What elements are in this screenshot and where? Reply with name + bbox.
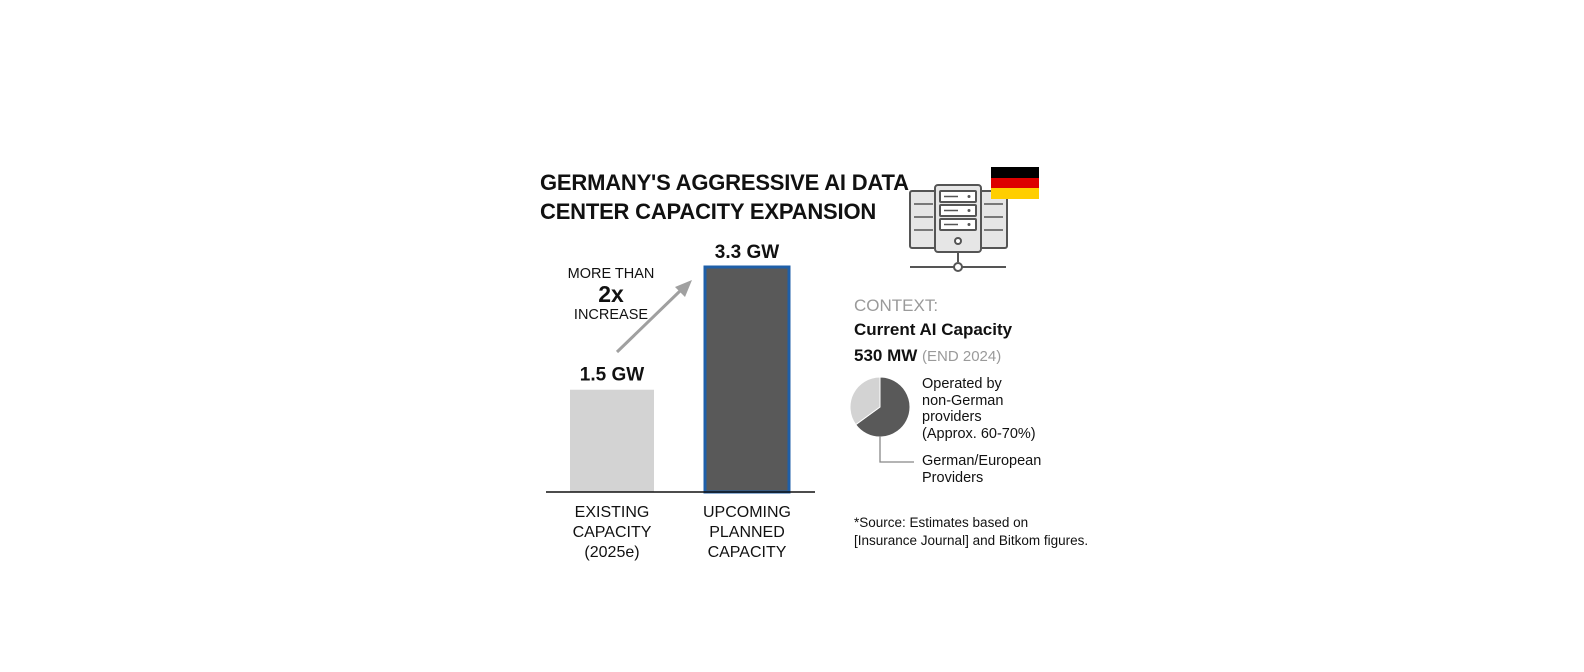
category-label: PLANNED (709, 524, 785, 541)
context-date: (END 2024) (922, 348, 1002, 365)
pie-label-line: non-German (922, 392, 1004, 409)
pie-label-german-european: German/European Providers (922, 453, 1041, 486)
increase-annotation-multiplier: 2x (598, 281, 624, 307)
server-rack-icon (909, 184, 1008, 272)
increase-arrow-icon (615, 280, 692, 354)
bar-value-label: 1.5 GW (580, 365, 644, 386)
source-line-1: *Source: Estimates based on (854, 515, 1029, 530)
increase-annotation-top: MORE THAN (568, 266, 655, 282)
chart-title-line-2: CENTER CAPACITY EXPANSION (540, 199, 877, 224)
pie-slice-german-european (849, 376, 881, 426)
bar-existing (570, 389, 654, 492)
category-label: CAPACITY (573, 524, 652, 541)
bar-upcoming (703, 265, 791, 494)
pie-label-line: Operated by (922, 376, 1002, 392)
increase-annotation-bottom: INCREASE (574, 307, 648, 323)
source-line-2: [Insurance Journal] and Bitkom figures. (854, 533, 1089, 548)
source-note: *Source: Estimates based on [Insurance J… (854, 514, 1154, 550)
category-label: CAPACITY (708, 544, 787, 561)
context-block: CONTEXT: Current AI Capacity 530 MW (END… (854, 295, 1012, 370)
chart-title-line-1: GERMANY'S AGGRESSIVE AI DATA (540, 170, 909, 195)
context-value: 530 MW (854, 346, 918, 365)
context-label: CONTEXT: (854, 296, 939, 315)
chart-title: GERMANY'S AGGRESSIVE AI DATA CENTER CAPA… (540, 168, 909, 226)
category-label: (2025e) (584, 544, 639, 561)
pie-label-line: German/European (922, 453, 1042, 469)
pie-slice-non-german (855, 376, 911, 438)
bar-chart: 1.5 GW EXISTING CAPACITY (2025e) 3.3 GW UPCOM… (546, 242, 815, 561)
category-label: UPCOMING (703, 504, 791, 521)
pie-chart (849, 376, 911, 438)
context-title: Current AI Capacity (854, 320, 1013, 339)
bar-value-label: 3.3 GW (715, 242, 779, 263)
pie-label-line: (Approx. 60-70%) (922, 425, 1036, 442)
context-value-row: 530 MW (END 2024) (854, 343, 1012, 370)
pie-label-non-german: Operated by non-German providers (Approx… (922, 376, 1036, 442)
pie-label-line: Providers (922, 469, 984, 486)
pie-leader-line (879, 436, 914, 463)
pie-label-line: providers (922, 409, 982, 425)
category-label: EXISTING (575, 504, 650, 521)
germany-flag-icon (991, 167, 1039, 199)
